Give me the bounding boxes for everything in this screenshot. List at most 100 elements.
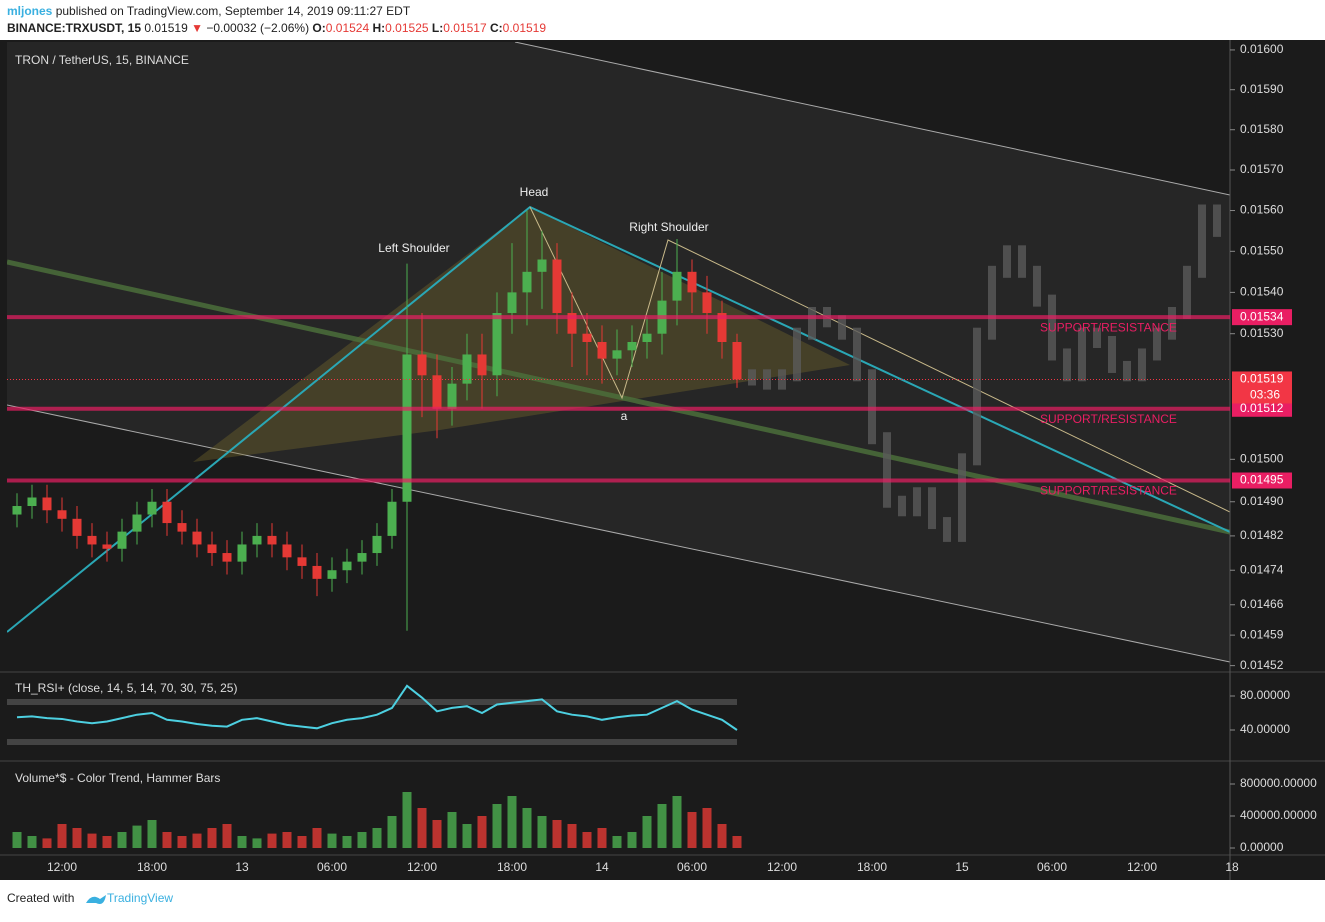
candle-body [672,271,682,301]
candle-body [417,354,427,376]
x-tick-label: 18 [1225,860,1239,874]
volume-bar [117,832,127,848]
projection-bar [883,432,891,508]
level-label-bg [1232,472,1292,489]
volume-bar [132,825,142,848]
candle-body [27,497,37,507]
level-label: 0.01495 [1240,473,1284,487]
volume-bar [57,824,67,848]
volume-bar [402,792,412,848]
volume-bar [642,816,652,848]
candle-body [507,292,517,314]
projection-bar [988,265,996,340]
volume-bar [297,836,307,848]
y-tick-label: 0.01459 [1240,627,1284,641]
x-tick-label: 15 [955,860,969,874]
candle-body [177,523,187,532]
candle-body [567,313,577,334]
y-tick-label: 40.00000 [1240,722,1290,736]
volume-bar [357,832,367,848]
y-tick-label: 0.01540 [1240,285,1284,299]
annotation: Head [520,185,549,199]
candle-body [447,383,457,409]
projection-bar [793,327,801,382]
projection-bar [1003,245,1011,278]
volume-bar [327,833,337,848]
volume-bar [612,836,622,848]
volume-title: Volume*$ - Color Trend, Hammer Bars [15,771,220,785]
candle-body [312,565,322,579]
volume-bar [672,796,682,848]
candle-body [582,333,592,343]
volume-bar [147,820,157,848]
volume-bar [387,816,397,848]
x-tick-label: 12:00 [1127,860,1157,874]
candle-body [627,342,637,351]
ohlc-label: L: [432,21,443,35]
volume-bar [102,836,112,848]
projection-bar [1093,327,1101,349]
candle-body [102,544,112,549]
rsi-title: TH_RSI+ (close, 14, 5, 14, 70, 30, 75, 2… [15,681,237,695]
volume-bar [702,808,712,848]
projection-bar [868,369,876,445]
ohlc-value: 0.01525 [385,21,429,35]
candle-body [222,553,232,562]
volume-bar [552,820,562,848]
candle-body [732,342,742,380]
level-label-bg [1232,309,1292,326]
ohlc-label: H: [373,21,386,35]
volume-bar [657,804,667,848]
y-tick-label: 0.01570 [1240,162,1284,176]
projection-bar [1108,336,1116,373]
candle-body [357,553,367,562]
channel-line [514,42,1230,196]
y-tick-label: 80.00000 [1240,688,1290,702]
chart-title: TRON / TetherUS, 15, BINANCE [15,53,189,67]
volume-bar [282,832,292,848]
level-text: SUPPORT/RESISTANCE [1040,320,1177,334]
candle-body [192,531,202,545]
projection-bar [1138,348,1146,382]
trend-line [7,259,1230,535]
y-tick-label: 0.01530 [1240,326,1284,340]
y-tick-label: 0.01466 [1240,597,1284,611]
x-tick-label: 14 [595,860,609,874]
candle-body [537,259,547,272]
x-tick-label: 18:00 [497,860,527,874]
candle-body [432,375,442,409]
rsi-line [16,684,738,731]
footer-brand[interactable]: TradingView [107,891,173,905]
level-label-bg [1232,400,1292,417]
logo [86,895,106,904]
x-tick-label: 12:00 [407,860,437,874]
level-text: SUPPORT/RESISTANCE [1040,484,1177,498]
projection-bar [838,315,846,340]
candle-body [57,510,67,519]
author: mljones [7,4,53,18]
volume-bar [522,808,532,848]
y-tick-label: 0.01580 [1240,122,1284,136]
candle-body [612,350,622,359]
candle-body [387,501,397,536]
x-tick-label: 18:00 [137,860,167,874]
countdown: 03:36 [1250,388,1280,402]
candle-body [702,292,712,314]
projection-bar [853,327,861,382]
volume-bar [72,828,82,848]
projection-bar [1153,327,1161,361]
arrow: ▼ [191,21,203,35]
candle-body [687,271,697,293]
x-tick-label: 12:00 [767,860,797,874]
projection-bar [943,517,951,542]
volume-bar [582,832,592,848]
y-tick-label: 0.01590 [1240,82,1284,96]
x-tick-label: 06:00 [1037,860,1067,874]
volume-bar [12,832,22,848]
volume-bar [432,820,442,848]
volume-bar [192,833,202,848]
y-tick-label: 0.01490 [1240,494,1284,508]
volume-bar [342,836,352,848]
ohlc-value: 0.01519 [503,21,547,35]
